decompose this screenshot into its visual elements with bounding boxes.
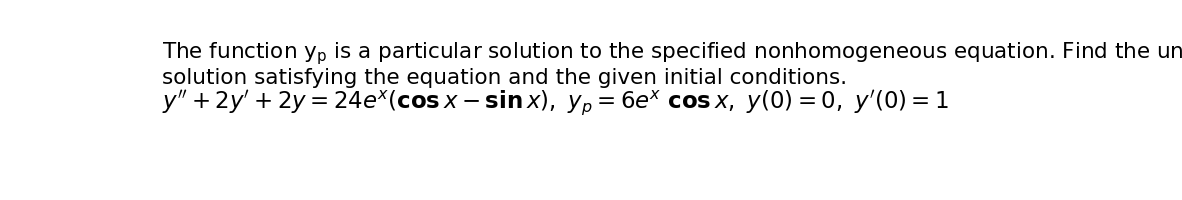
Text: The function $\mathregular{y_p}$ is a particular solution to the specified nonho: The function $\mathregular{y_p}$ is a pa… bbox=[162, 40, 1182, 67]
Text: $\mathit{y}'' + 2\mathit{y}' + 2\mathit{y} = 24\mathit{e}^{\mathit{x}}(\mathbf{c: $\mathit{y}'' + 2\mathit{y}' + 2\mathit{… bbox=[162, 89, 949, 118]
Text: solution satisfying the equation and the given initial conditions.: solution satisfying the equation and the… bbox=[162, 68, 846, 88]
